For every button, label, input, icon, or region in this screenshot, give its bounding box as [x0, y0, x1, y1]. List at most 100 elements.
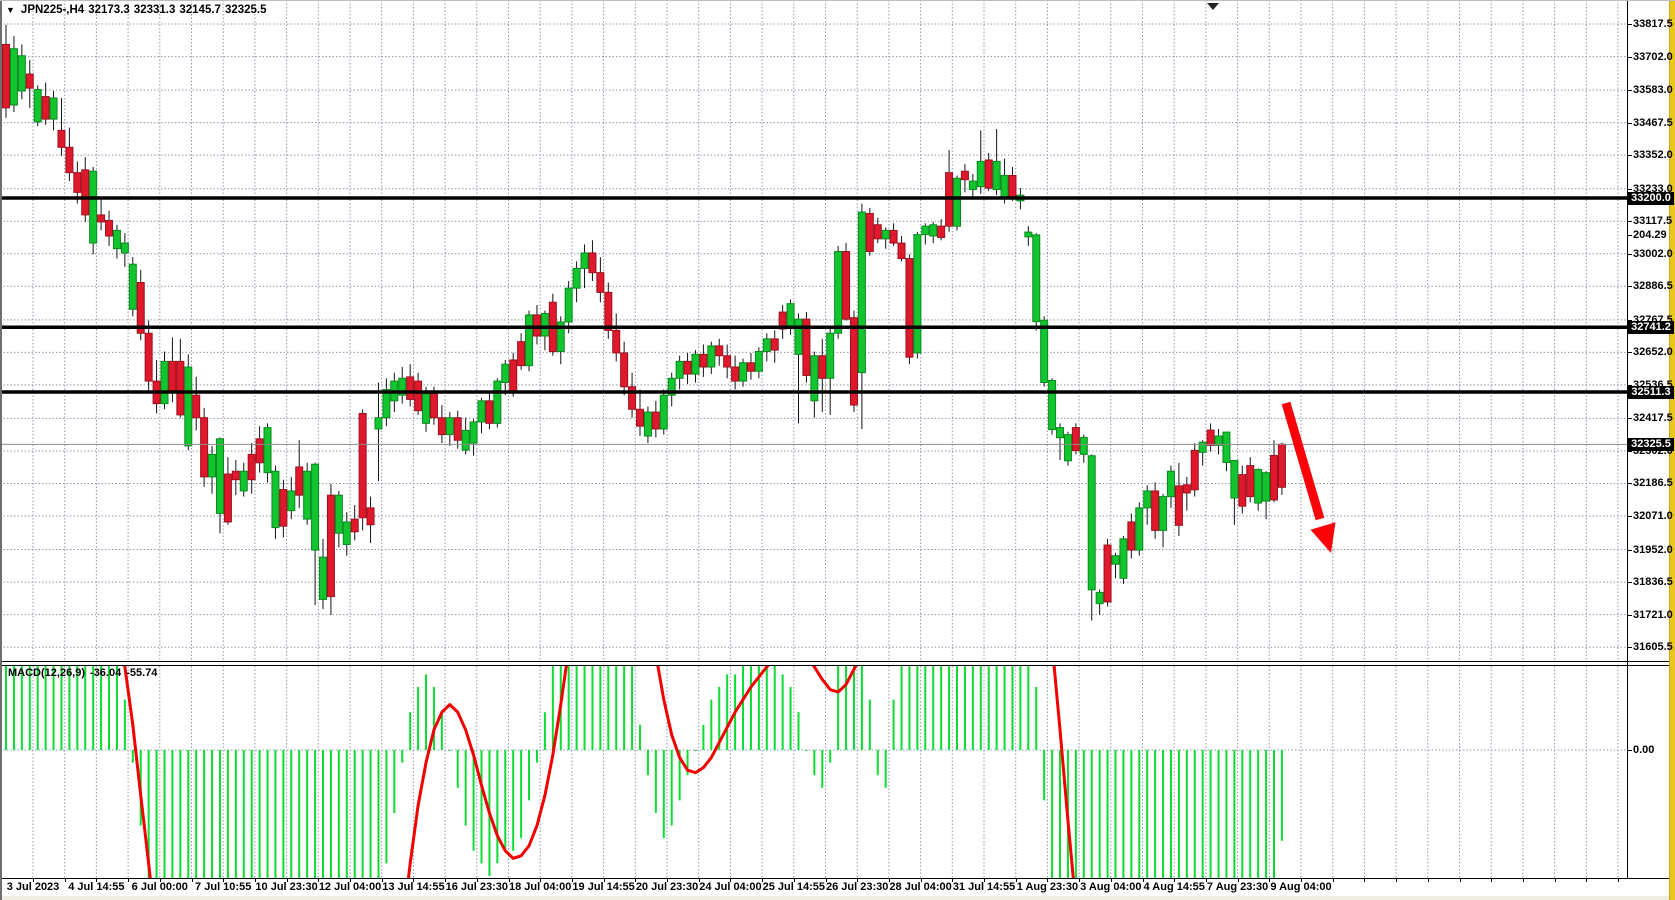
- time-axis-tick: [667, 878, 668, 882]
- bear-candle: [588, 252, 597, 274]
- macd-histogram-bar: [1146, 750, 1149, 878]
- time-axis-label: 26 Jul 23:30: [826, 881, 889, 893]
- time-axis-tick: [540, 878, 542, 882]
- macd-histogram-bar: [1177, 750, 1180, 878]
- time-axis-label: 13 Jul 14:55: [382, 881, 445, 893]
- bear-candle: [596, 272, 605, 293]
- macd-histogram-bar: [385, 750, 388, 864]
- bull-candle: [1024, 231, 1033, 238]
- bull-candle: [1056, 427, 1065, 439]
- bull-candle: [810, 355, 819, 402]
- price-axis-tick: [1627, 483, 1632, 485]
- time-axis-tick: [1047, 878, 1049, 882]
- time-axis-label: 16 Jul 23:30: [445, 881, 508, 893]
- price-axis-tick: [1627, 122, 1632, 124]
- bear-candle: [1277, 443, 1286, 488]
- bull-candle: [263, 427, 272, 474]
- macd-histogram-bar: [583, 666, 586, 750]
- macd-histogram-bar: [12, 666, 15, 750]
- bull-candle: [1119, 538, 1128, 579]
- macd-label: MACD(12,26,9) -36.04 -55.74: [8, 667, 162, 679]
- bear-candle: [636, 408, 644, 427]
- macd-histogram-bar: [1090, 750, 1093, 878]
- time-axis-tick: [191, 878, 193, 882]
- macd-histogram-bar: [242, 750, 245, 878]
- bull-candle: [1048, 380, 1057, 431]
- macd-histogram-bar: [1114, 750, 1117, 878]
- bear-candle: [2, 43, 10, 109]
- time-axis-label: 20 Jul 23:30: [635, 881, 699, 893]
- macd-histogram-bar: [821, 750, 824, 788]
- macd-histogram-bar: [163, 750, 166, 878]
- macd-histogram-bar: [1074, 750, 1077, 878]
- bull-candle: [89, 170, 98, 244]
- macd-histogram-bar: [456, 750, 459, 788]
- macd-histogram-bar: [646, 750, 649, 776]
- bear-candle: [937, 225, 946, 238]
- macd-histogram-bar: [123, 699, 126, 750]
- time-axis-tick: [508, 878, 510, 882]
- macd-axis-tick: [1627, 750, 1632, 751]
- macd-histogram-bar: [1130, 750, 1133, 878]
- bull-candle: [382, 389, 391, 419]
- macd-histogram-bar: [28, 666, 31, 750]
- bear-candle: [366, 507, 375, 526]
- bull-candle: [477, 400, 486, 423]
- macd-histogram-bar: [789, 687, 792, 750]
- macd-histogram-bar: [401, 750, 404, 763]
- time-axis-tick: [1142, 878, 1144, 882]
- bull-candle: [1198, 441, 1207, 453]
- macd-histogram-bar: [773, 666, 776, 750]
- macd-histogram-bar: [1019, 666, 1022, 750]
- macd-histogram-bar: [535, 750, 538, 763]
- chart-title-bar: ▼ JPN225-,H4 32173.3 32331.3 32145.7 32325.5: [6, 4, 271, 16]
- bear-candle: [1238, 474, 1247, 507]
- time-axis-tick: [1174, 878, 1176, 882]
- bull-candle: [913, 234, 922, 354]
- macd-indicator-panel[interactable]: [0, 666, 1675, 878]
- bull-candle: [564, 287, 573, 323]
- macd-histogram-bar: [654, 750, 657, 813]
- time-axis-tick: [1586, 878, 1588, 882]
- macd-histogram-bar: [1257, 750, 1260, 878]
- bull-candle: [754, 351, 763, 372]
- price-axis-tick: [1627, 90, 1632, 92]
- macd-histogram-bar: [282, 750, 285, 878]
- macd-histogram-bar: [718, 687, 721, 750]
- bear-candle: [414, 380, 423, 412]
- time-axis-tick: [888, 878, 890, 882]
- time-axis-label: 4 Aug 14:55: [1143, 881, 1205, 893]
- price-axis-tick: [1627, 319, 1632, 321]
- panel-separator[interactable]: [0, 661, 1670, 666]
- bull-candle: [1063, 434, 1072, 462]
- macd-histogram-bar: [956, 666, 958, 750]
- price-axis-tick: [1627, 221, 1632, 223]
- time-axis-label: 1 Aug 23:30: [1016, 881, 1079, 893]
- bear-candle: [723, 355, 732, 368]
- time-axis-tick: [1079, 878, 1081, 882]
- time-axis-label: 31 Jul 14:55: [952, 881, 1016, 893]
- time-axis-tick: [825, 878, 827, 882]
- macd-histogram-bar: [710, 699, 713, 750]
- bull-candle: [1000, 174, 1009, 198]
- bull-candle: [120, 242, 129, 254]
- macd-histogram-bar: [1122, 750, 1125, 878]
- macd-histogram-bar: [417, 687, 420, 750]
- chart-shift-marker-icon[interactable]: [1207, 3, 1219, 10]
- macd-histogram-bar: [68, 666, 71, 750]
- macd-histogram-bar: [1043, 750, 1046, 801]
- time-axis-tick: [920, 878, 922, 882]
- symbol-dropdown-icon[interactable]: ▼: [6, 5, 15, 15]
- trend-arrow-shaft[interactable]: [1281, 401, 1325, 521]
- bull-candle: [215, 438, 224, 514]
- bear-candle: [358, 412, 367, 519]
- bear-candle: [984, 159, 993, 189]
- bear-candle: [429, 393, 438, 419]
- trend-arrow-head[interactable]: [1310, 522, 1336, 553]
- main-price-chart[interactable]: [0, 0, 1675, 662]
- bull-candle: [643, 411, 652, 437]
- bear-candle: [41, 96, 50, 120]
- bear-candle: [326, 494, 335, 598]
- macd-histogram-bar: [115, 666, 118, 750]
- bull-candle: [374, 417, 383, 430]
